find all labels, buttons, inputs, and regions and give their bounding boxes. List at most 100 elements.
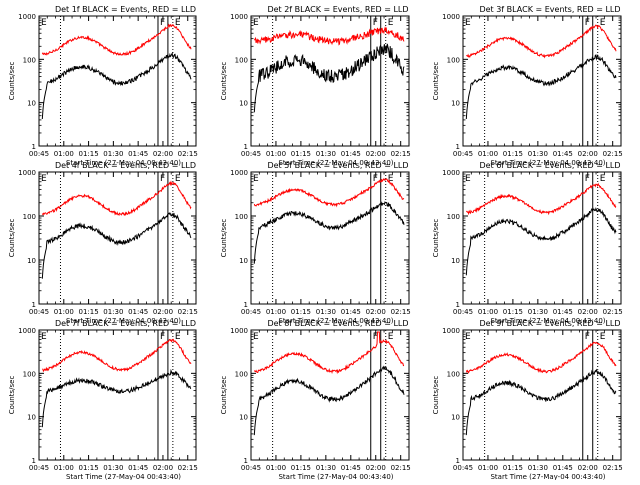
marker-label-e-left: E [253,18,259,28]
x-tick-label: 01:00 [54,464,74,472]
y-tick-label: 100 [447,56,460,64]
marker-label-e-right: E [600,18,606,28]
y-tick-label: 1000 [442,169,460,177]
x-tick-label: 02:15 [391,464,411,472]
marker-label-e-left: E [253,332,259,342]
marker-label-f: F [585,332,590,342]
x-tick-label: 01:15 [291,150,311,158]
marker-label-f: F [373,174,378,184]
marker-label-e-right: E [388,174,394,184]
y-tick-label: 10 [451,100,460,108]
y-tick-label: 1 [456,301,460,309]
marker-label-e-left: E [465,332,471,342]
series-lld-line [253,177,405,208]
x-tick-label: 01:45 [553,308,573,316]
marker-label-e-right: E [600,332,606,342]
y-tick-label: 100 [235,370,248,378]
x-tick-label: 01:30 [528,464,548,472]
y-tick-label: 1000 [18,13,36,21]
x-tick-label: 00:45 [29,464,49,472]
y-axis-label: Counts/sec [220,219,228,258]
x-tick-label: 01:45 [341,150,361,158]
x-tick-label: 01:15 [503,464,523,472]
series-events-line [253,365,405,436]
series-lld-line [41,180,192,217]
x-tick-label: 02:15 [603,308,623,316]
panel-4: Det 4f BLACK = Events, RED = LLD 1 10 100 10… [8,161,198,325]
x-tick-label: 01:00 [54,150,74,158]
panel-title: Det 5f BLACK = Events, RED = LLD [267,161,408,170]
panel-title: Det 8f BLACK = Events, RED = LLD [267,319,408,328]
plot-frame [250,329,410,461]
y-tick-label: 10 [239,414,248,422]
panel-1: Det 1f BLACK = Events, RED = LLD 1 10 100 10… [8,5,198,167]
x-tick-label: 01:30 [103,464,123,472]
x-tick-label: 00:45 [29,150,49,158]
x-tick-label: 01:45 [128,308,148,316]
y-axis-label: Counts/sec [220,376,228,415]
x-tick-label: 01:15 [78,308,98,316]
series-events-line [41,51,192,120]
panel-title: Det 4f BLACK = Events, RED = LLD [55,161,196,170]
marker-label-e-right: E [175,18,181,28]
marker-label-e-left: E [41,18,47,28]
x-tick-label: 01:45 [128,150,148,158]
plot-frame [38,15,197,147]
marker-label-f: F [160,18,165,28]
y-tick-label: 1 [32,457,36,465]
x-axis-label: Start Time (27-May-04 00:43:40) [490,159,605,167]
y-tick-label: 10 [27,100,36,108]
y-axis-label: Counts/sec [432,376,440,415]
x-tick-label: 01:15 [291,464,311,472]
series-events-line [253,201,405,264]
panel-6: Det 6f BLACK = Events, RED = LLD 1 10 100 10… [432,161,623,325]
x-tick-label: 02:00 [153,464,173,472]
y-tick-label: 100 [23,370,36,378]
x-tick-label: 02:15 [178,308,198,316]
plot-frame [462,171,622,305]
panel-title: Det 6f BLACK = Events, RED = LLD [479,161,620,170]
panel-9: Det 9f BLACK = Events, RED = LLD 1 10 100 10… [432,319,623,481]
marker-label-f: F [373,18,378,28]
panel-title: Det 2f BLACK = Events, RED = LLD [267,5,408,14]
x-axis-label: Start Time (27-May-04 00:43:40) [278,159,393,167]
panel-5: Det 5f BLACK = Events, RED = LLD 1 10 100 10… [220,161,411,325]
x-tick-label: 01:45 [341,464,361,472]
series-lld-line [253,331,405,375]
x-tick-label: 01:00 [478,464,498,472]
panel-8: Det 8f BLACK = Events, RED = LLD 1 10 100 10… [220,319,411,481]
x-tick-label: 02:15 [603,150,623,158]
x-tick-label: 02:15 [603,464,623,472]
marker-label-e-right: E [600,174,606,184]
y-tick-label: 1000 [442,327,460,335]
x-axis-label: Start Time (27-May-04 00:43:40) [66,317,181,325]
x-axis-label: Start Time (27-May-04 00:43:40) [490,473,605,480]
x-tick-label: 01:15 [503,150,523,158]
marker-label-f: F [160,332,165,342]
y-axis-label: Counts/sec [220,62,228,101]
x-tick-label: 01:45 [553,150,573,158]
y-tick-label: 1000 [442,13,460,21]
x-tick-label: 00:45 [453,464,473,472]
plot-frame [38,171,197,305]
marker-label-e-right: E [388,332,394,342]
plot-frame [250,171,410,305]
x-tick-label: 01:00 [266,464,286,472]
x-tick-label: 02:00 [153,150,173,158]
x-tick-label: 01:45 [341,308,361,316]
y-tick-label: 100 [235,56,248,64]
marker-label-e-right: E [388,18,394,28]
y-tick-label: 1000 [230,13,248,21]
y-tick-label: 100 [23,56,36,64]
x-axis-label: Start Time (27-May-04 00:43:40) [278,317,393,325]
x-tick-label: 01:15 [78,464,98,472]
series-events-line [41,368,192,428]
x-tick-label: 02:15 [178,150,198,158]
y-tick-label: 1000 [18,169,36,177]
x-tick-label: 01:00 [266,150,286,158]
x-tick-label: 01:30 [316,308,336,316]
y-tick-label: 1000 [18,327,36,335]
panel-7: Det 7f BLACK = Events, RED = LLD 1 10 100 10… [8,319,198,481]
